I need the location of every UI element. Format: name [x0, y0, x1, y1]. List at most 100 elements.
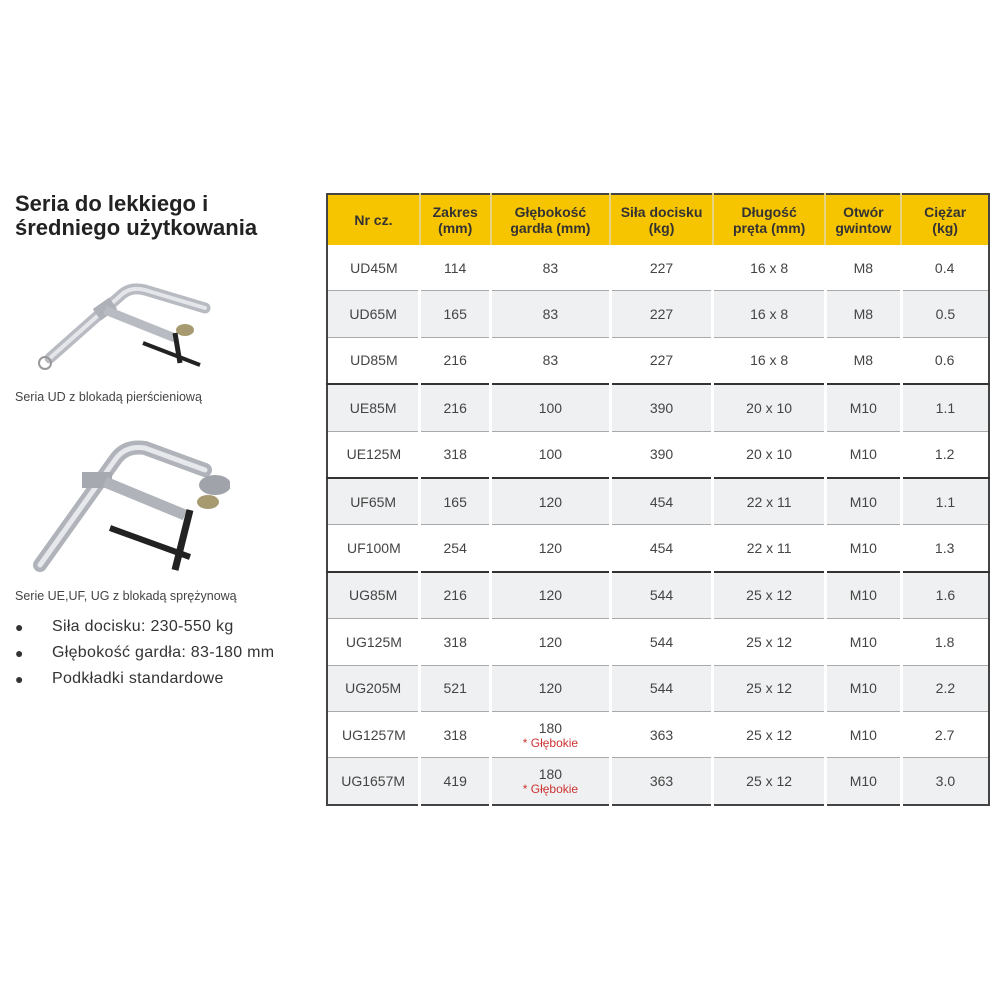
header-text: Otwór: [843, 204, 884, 220]
header-bar-length: Długość pręta (mm): [711, 194, 826, 245]
cell-throat-depth: 120: [490, 618, 611, 666]
note-text: Głębokie: [530, 781, 579, 796]
cell-part-number: UD45M: [327, 245, 420, 292]
cell-text: 216: [443, 352, 467, 369]
cell-weight: 0.5: [899, 290, 989, 338]
cell-text: 254: [443, 540, 467, 557]
table-row: UD65M 165 83 227 16 x 8 M8 0.5: [327, 290, 989, 338]
cell-text: 318: [443, 446, 467, 463]
header-text: (mm): [438, 220, 473, 236]
feature-item: ● Głębokość gardła: 83-180 mm: [15, 640, 274, 666]
cell-weight: 1.1: [899, 384, 989, 432]
cell-text: 165: [443, 493, 467, 510]
cell-weight: 0.6: [901, 337, 989, 386]
cell-clamping-force: 390: [608, 384, 713, 432]
cell-thread-hole: M10: [825, 524, 902, 573]
cell-text: 454: [649, 540, 674, 557]
cell-range: 216: [418, 384, 491, 432]
table-row: UE125M 318 100 390 20 x 10 M10 1.2: [327, 431, 989, 479]
bullet-icon: ●: [15, 619, 24, 635]
cell-range: 254: [419, 524, 491, 573]
cell-bar-length: 16 x 8: [711, 290, 826, 338]
ud-clamp-image: [38, 283, 211, 370]
cell-text: 454: [649, 493, 674, 510]
cell-text: 83: [542, 352, 559, 369]
cell-text: 120: [538, 587, 563, 604]
cell-text: 0.5: [935, 306, 956, 323]
cell-weight: 3.0: [899, 757, 989, 806]
header-thread-hole: Otwór gwintow: [824, 194, 902, 245]
cell-clamping-force: 454: [608, 477, 713, 526]
cell-text: 120: [538, 633, 563, 650]
title-line-1: Seria do lekkiego i: [15, 191, 209, 216]
cell-thread-hole: M10: [823, 477, 902, 526]
ue-uf-ug-caption: Serie UE,UF, UG z blokadą sprężynową: [15, 589, 237, 603]
title-line-2: średniego użytkowania: [15, 215, 258, 240]
cell-text: 20 x 10: [746, 446, 793, 463]
cell-throat-depth: 180 * Głębokie: [489, 757, 611, 806]
header-part-number: Nr cz.: [327, 194, 420, 245]
cell-throat-depth: 100: [489, 384, 611, 432]
cell-text: 216: [443, 587, 467, 604]
cell-text: UG205M: [345, 680, 402, 697]
header-text: (kg): [648, 220, 675, 236]
cell-text: 544: [649, 633, 674, 650]
cell-text: 227: [649, 306, 674, 323]
cell-text: 363: [649, 726, 674, 743]
cell-text: 22 x 11: [746, 540, 792, 557]
cell-text: 120: [538, 680, 563, 697]
cell-range: 318: [419, 431, 491, 479]
cell-text: 25 x 12: [746, 680, 793, 697]
cell-text: 25 x 12: [746, 772, 793, 789]
cell-text: UD45M: [350, 259, 398, 276]
table-row: UG1257M 318 180 * Głębokie 363 25 x 12 M10 2.7: [327, 711, 989, 759]
cell-text: UE85M: [349, 399, 397, 416]
header-text: gwintow: [835, 220, 892, 236]
cell-text: 83: [542, 259, 559, 276]
cell-throat-depth: 83: [490, 337, 611, 386]
cell-thread-hole: M8: [825, 337, 902, 386]
feature-item: ● Podkładki standardowe: [15, 666, 274, 692]
cell-text: 544: [649, 587, 674, 604]
table-row: UG85M 216 120 544 25 x 12 M10 1.6: [327, 571, 989, 620]
cell-clamping-force: 227: [610, 245, 713, 292]
cell-bar-length: 16 x 8: [712, 245, 826, 292]
cell-thread-hole: M8: [825, 245, 902, 292]
header-throat-depth: Głębokość gardła (mm): [489, 194, 611, 245]
cell-text: 227: [649, 259, 674, 276]
cell-text: 3.0: [935, 772, 956, 789]
cell-text: M10: [849, 587, 877, 604]
cell-part-number: UD85M: [327, 337, 420, 386]
header-range: Zakres (mm): [418, 194, 491, 245]
cell-throat-depth: 120: [489, 477, 611, 526]
cell-range: 216: [418, 571, 491, 620]
table-row: UE85M 216 100 390 20 x 10 M10 1.1: [327, 384, 989, 432]
cell-throat-depth: 83: [489, 290, 611, 338]
cell-throat-depth: 100: [490, 431, 611, 479]
cell-bar-length: 25 x 12: [711, 757, 826, 806]
cell-text: 1.2: [934, 446, 955, 463]
bullet-icon: ●: [15, 671, 24, 687]
cell-range: 165: [418, 290, 491, 338]
cell-text: M8: [853, 306, 874, 323]
header-text: gardła (mm): [510, 220, 591, 236]
cell-text: 25 x 12: [746, 587, 793, 604]
table-row: UF65M 165 120 454 22 x 11 M10 1.1: [327, 477, 989, 526]
cell-range: 318: [419, 711, 491, 759]
cell-text: 0.4: [934, 259, 955, 276]
cell-text: M8: [853, 352, 874, 369]
cell-bar-length: 25 x 12: [711, 665, 826, 712]
cell-part-number: UG85M: [327, 571, 420, 620]
deep-throat-note: * Głębokie: [492, 782, 609, 796]
cell-text: 1.1: [935, 399, 956, 416]
cell-clamping-force: 363: [610, 711, 713, 759]
cell-clamping-force: 454: [610, 524, 713, 573]
ue-uf-ug-clamp-image: [33, 440, 230, 572]
cell-throat-depth: 120: [489, 571, 611, 620]
feature-text: Głębokość gardła: 83-180 mm: [52, 644, 275, 661]
cell-throat-depth: 120: [489, 665, 611, 712]
cell-text: 390: [649, 399, 674, 416]
cell-text: M10: [849, 540, 877, 557]
table-row: UD45M 114 83 227 16 x 8 M8 0.4: [327, 245, 989, 292]
cell-range: 216: [419, 337, 491, 386]
